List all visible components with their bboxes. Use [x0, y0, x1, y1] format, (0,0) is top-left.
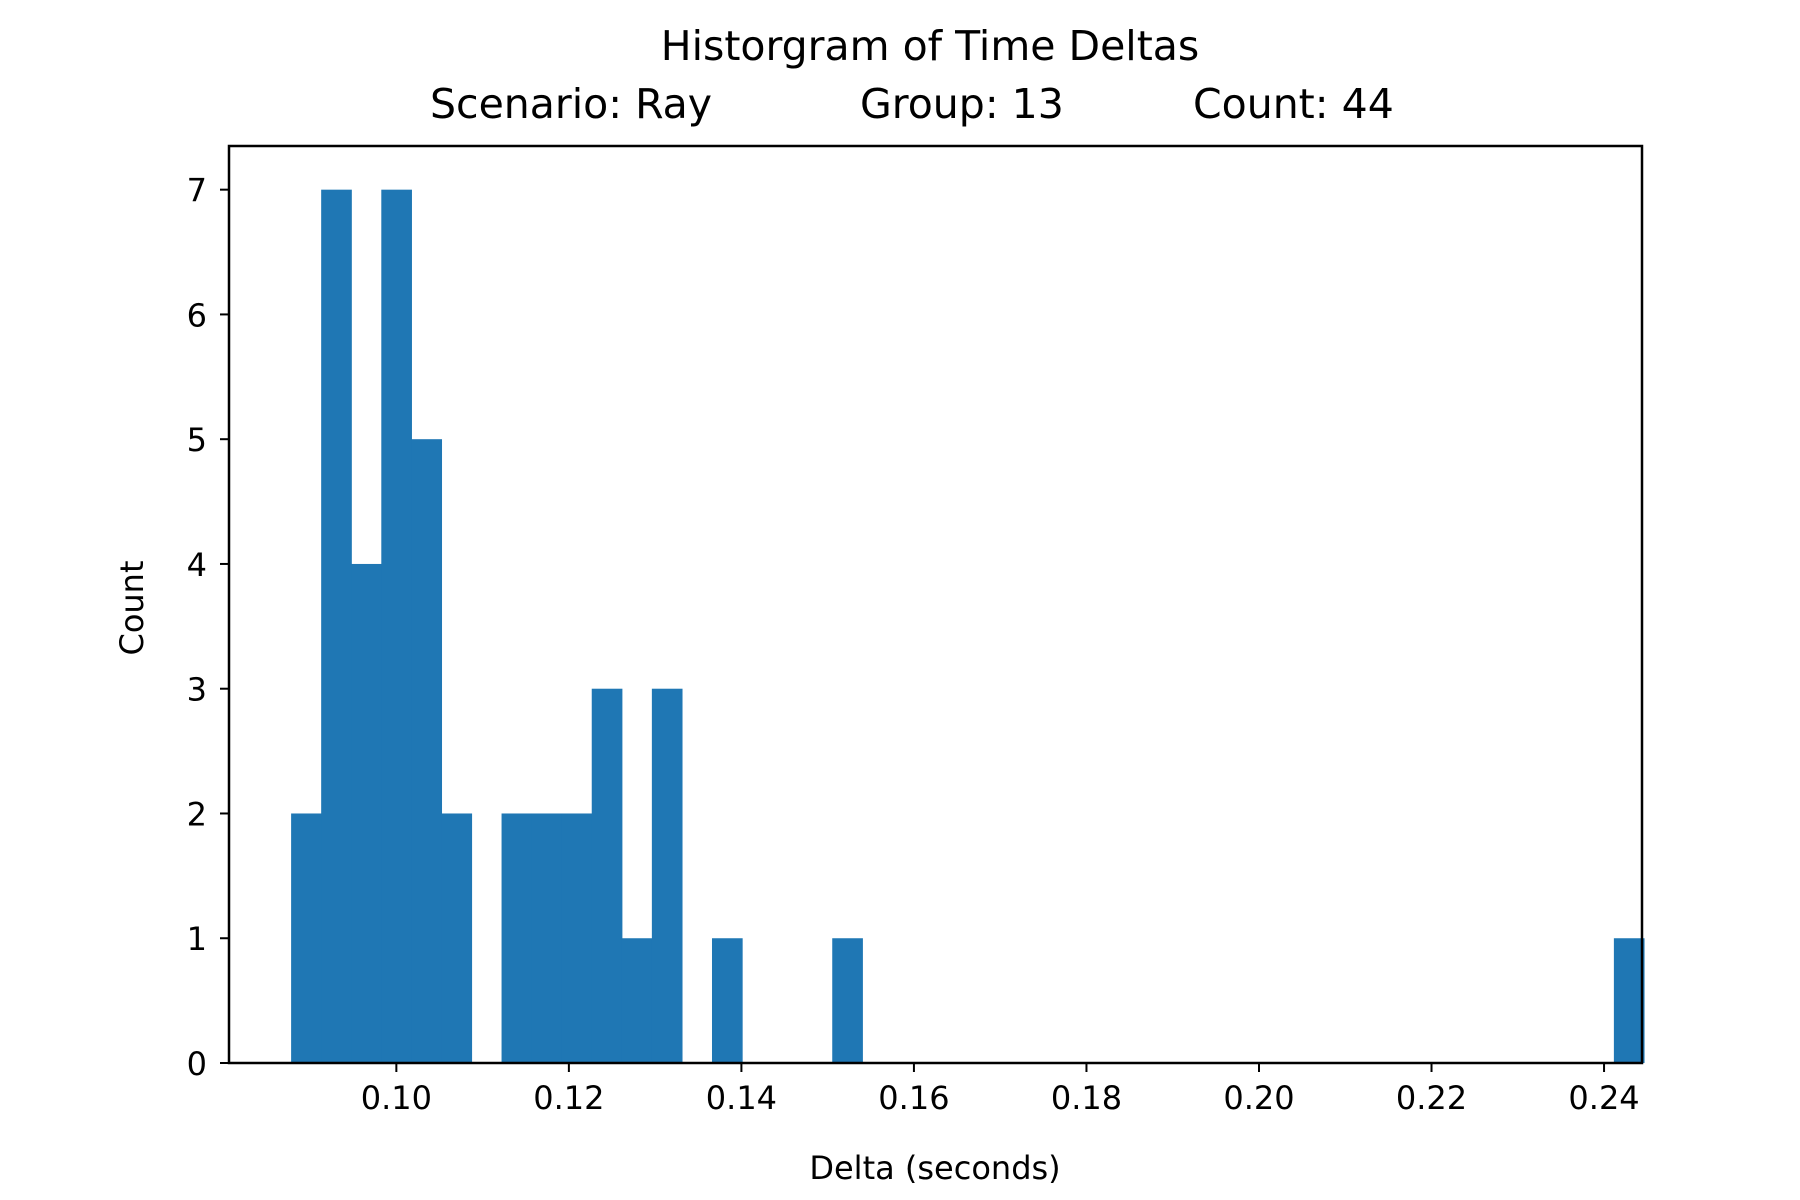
y-axis: 0 1 2 3 4 5 6 7 [187, 172, 229, 1083]
x-tick-label: 0.12 [533, 1079, 604, 1117]
x-axis: 0.10 0.12 0.14 0.16 0.18 0.20 0.22 0.24 [361, 1063, 1640, 1117]
y-tick-label: 7 [187, 172, 207, 210]
y-tick-label: 4 [187, 546, 207, 584]
histogram-bar [651, 688, 683, 1063]
histogram-bar [351, 563, 382, 1063]
histogram-bar [832, 938, 863, 1063]
histogram-bar [711, 938, 743, 1063]
chart-title: Historgram of Time Deltas [661, 22, 1200, 70]
histogram-bar [321, 189, 352, 1064]
histogram-bar [531, 813, 563, 1063]
y-tick-label: 2 [187, 795, 207, 833]
x-tick-label: 0.18 [1051, 1079, 1122, 1117]
y-tick-label: 6 [187, 296, 207, 334]
histogram-bar [591, 688, 623, 1063]
chart-subtitle-scenario: Scenario: Ray [430, 80, 712, 128]
histogram-bar [411, 439, 443, 1063]
x-tick-label: 0.10 [361, 1079, 432, 1117]
x-tick-label: 0.16 [878, 1079, 949, 1117]
histogram-bar [1613, 938, 1645, 1063]
chart-subtitle-group: Group: 13 [860, 80, 1064, 128]
histogram-bars [291, 189, 1645, 1064]
histogram-bar [381, 189, 412, 1064]
x-tick-label: 0.20 [1223, 1079, 1294, 1117]
x-axis-label: Delta (seconds) [809, 1149, 1060, 1187]
histogram-bar [501, 813, 533, 1063]
histogram-bar [441, 813, 473, 1063]
plot-frame [227, 144, 1644, 1065]
x-tick-label: 0.14 [706, 1079, 777, 1117]
y-tick-label: 5 [187, 421, 207, 459]
histogram-bar [291, 813, 322, 1063]
y-tick-label: 0 [187, 1045, 207, 1083]
histogram-bar [561, 813, 593, 1063]
chart-subtitle-count: Count: 44 [1193, 80, 1394, 128]
x-tick-label: 0.24 [1568, 1079, 1639, 1117]
y-tick-label: 1 [187, 920, 207, 958]
histogram-bar [621, 938, 653, 1063]
y-tick-label: 3 [187, 671, 207, 709]
y-axis-label: Count [113, 560, 151, 655]
x-tick-label: 0.22 [1396, 1079, 1467, 1117]
